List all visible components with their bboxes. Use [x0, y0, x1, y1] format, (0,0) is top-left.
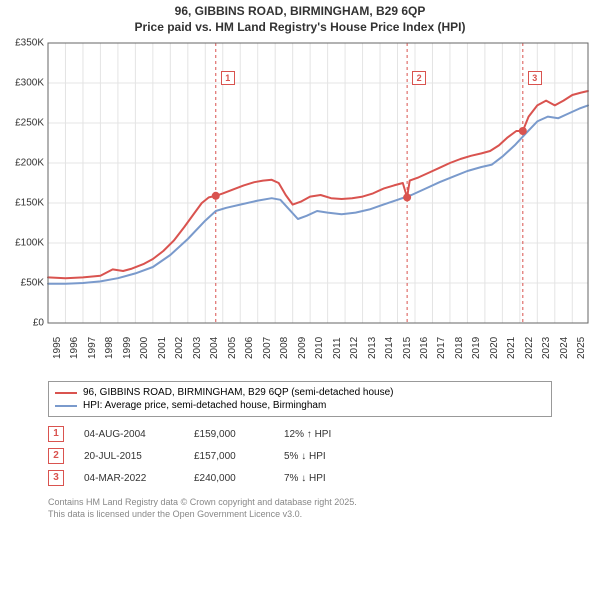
title-line1: 96, GIBBINS ROAD, BIRMINGHAM, B29 6QP: [175, 4, 426, 18]
marker-number-box: 3: [48, 470, 64, 486]
marker-delta: 7% ↓ HPI: [284, 473, 374, 484]
x-tick-label: 2004: [209, 337, 220, 359]
y-tick-label: £350K: [15, 38, 44, 49]
x-tick-label: 2002: [174, 337, 185, 359]
marker-date: 04-AUG-2004: [84, 429, 174, 440]
y-tick-label: £200K: [15, 158, 44, 169]
legend-item: HPI: Average price, semi-detached house,…: [55, 399, 545, 412]
marker-row: 1 04-AUG-2004 £159,000 12% ↑ HPI: [48, 423, 552, 445]
y-tick-label: £300K: [15, 78, 44, 89]
x-tick-label: 2017: [436, 337, 447, 359]
x-tick-label: 2010: [314, 337, 325, 359]
x-tick-label: 2019: [471, 337, 482, 359]
marker-delta: 12% ↑ HPI: [284, 429, 374, 440]
title-line2: Price paid vs. HM Land Registry's House …: [135, 20, 466, 34]
x-tick-label: 2001: [157, 337, 168, 359]
x-axis-labels: 1995 1996 1997 1998 1999 2000 2001 2002 2003 2004…: [0, 329, 600, 363]
y-tick-label: £150K: [15, 198, 44, 209]
x-tick-label: 2000: [139, 337, 150, 359]
x-tick-label: 2006: [244, 337, 255, 359]
x-tick-label: 1996: [69, 337, 80, 359]
footnote-line2: This data is licensed under the Open Gov…: [48, 509, 302, 519]
x-tick-label: 2014: [384, 337, 395, 359]
x-tick-label: 2003: [192, 337, 203, 359]
marker-date: 04-MAR-2022: [84, 473, 174, 484]
footnote: Contains HM Land Registry data © Crown c…: [48, 497, 552, 520]
x-tick-label: 2011: [332, 338, 343, 360]
marker-row: 2 20-JUL-2015 £157,000 5% ↓ HPI: [48, 445, 552, 467]
plot-marker-box: 3: [528, 71, 542, 85]
marker-price: £157,000: [194, 451, 264, 462]
x-tick-label: 2016: [419, 337, 430, 359]
line-chart: [0, 35, 600, 345]
legend: 96, GIBBINS ROAD, BIRMINGHAM, B29 6QP (s…: [48, 381, 552, 417]
legend-label: 96, GIBBINS ROAD, BIRMINGHAM, B29 6QP (s…: [83, 387, 393, 398]
chart-area: £0 £50K £100K £150K £200K £250K £300K £350K 199…: [0, 35, 600, 379]
x-tick-label: 2022: [524, 337, 535, 359]
x-tick-label: 2025: [576, 337, 587, 359]
x-tick-label: 2024: [559, 337, 570, 359]
legend-swatch: [55, 405, 77, 407]
marker-delta: 5% ↓ HPI: [284, 451, 374, 462]
y-tick-label: £50K: [21, 278, 44, 289]
x-tick-label: 2013: [367, 337, 378, 359]
marker-price: £159,000: [194, 429, 264, 440]
x-tick-label: 1998: [104, 337, 115, 359]
legend-swatch: [55, 392, 77, 394]
y-tick-label: £0: [33, 318, 44, 329]
marker-date: 20-JUL-2015: [84, 451, 174, 462]
marker-row: 3 04-MAR-2022 £240,000 7% ↓ HPI: [48, 467, 552, 489]
x-tick-label: 1999: [122, 337, 133, 359]
sale-marker-table: 1 04-AUG-2004 £159,000 12% ↑ HPI 2 20-JUL-201…: [48, 423, 552, 489]
plot-marker-box: 1: [221, 71, 235, 85]
marker-price: £240,000: [194, 473, 264, 484]
x-tick-label: 2005: [227, 337, 238, 359]
footnote-line1: Contains HM Land Registry data © Crown c…: [48, 497, 357, 507]
x-tick-label: 2021: [506, 337, 517, 359]
x-tick-label: 2007: [262, 337, 273, 359]
legend-label: HPI: Average price, semi-detached house,…: [83, 400, 326, 411]
x-tick-label: 1995: [52, 337, 63, 359]
x-tick-label: 2009: [297, 337, 308, 359]
chart-title: 96, GIBBINS ROAD, BIRMINGHAM, B29 6QP Pr…: [0, 0, 600, 35]
legend-item: 96, GIBBINS ROAD, BIRMINGHAM, B29 6QP (s…: [55, 386, 545, 399]
y-tick-label: £250K: [15, 118, 44, 129]
y-tick-label: £100K: [15, 238, 44, 249]
plot-marker-box: 2: [412, 71, 426, 85]
x-tick-label: 1997: [87, 337, 98, 359]
x-tick-label: 2015: [402, 337, 413, 359]
marker-number-box: 2: [48, 448, 64, 464]
x-tick-label: 2012: [349, 337, 360, 359]
x-tick-label: 2018: [454, 337, 465, 359]
x-tick-label: 2020: [489, 337, 500, 359]
x-tick-label: 2008: [279, 337, 290, 359]
marker-number-box: 1: [48, 426, 64, 442]
x-tick-label: 2023: [541, 337, 552, 359]
